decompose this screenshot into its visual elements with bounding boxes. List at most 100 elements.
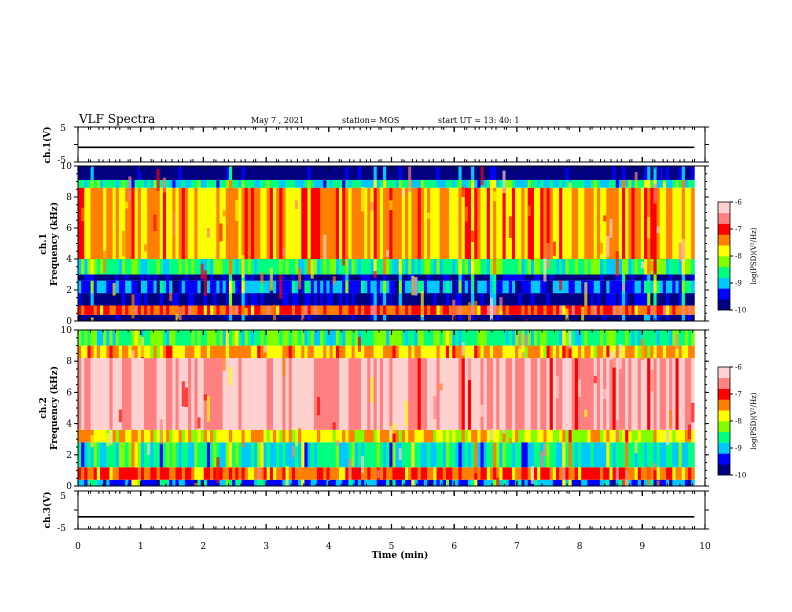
spectrogram-cell [430, 330, 434, 346]
spectrogram-cell [656, 259, 661, 275]
spectrogram-cell [150, 259, 154, 275]
spectrogram-cell [103, 442, 107, 468]
spectrogram-streak [122, 230, 126, 257]
spectrogram-cell [650, 330, 654, 346]
spectrogram-cell [442, 187, 447, 259]
spectrogram-cell [125, 479, 129, 486]
spectrogram-cell [417, 442, 422, 468]
spectrogram-cell [537, 479, 541, 486]
spectrogram-cell [587, 467, 591, 480]
spectrogram-streak [640, 261, 645, 269]
spectrogram-cell [524, 358, 529, 430]
spectrogram-cell [134, 442, 139, 468]
spectrogram-cell [515, 280, 519, 294]
spectrogram-cell [294, 314, 299, 321]
spectrogram-cell [637, 166, 642, 180]
spectrogram-cell [206, 442, 211, 468]
spectrogram-cell [222, 479, 227, 486]
spectrogram-cell [103, 314, 107, 321]
spectrogram-cell [316, 305, 321, 315]
spectrogram-cell [178, 442, 183, 468]
spectrogram-streak [666, 430, 670, 445]
spectrogram-cell [169, 479, 173, 486]
spectrogram-cell [420, 166, 425, 180]
spectrogram-cell [439, 467, 444, 480]
spectrogram-cell [628, 479, 632, 486]
spectrogram-cell [257, 280, 261, 294]
spectrogram-cell [197, 280, 202, 294]
spectrogram-cell [631, 280, 635, 294]
spectrogram-cell [191, 166, 195, 180]
spectrogram-cell [596, 442, 601, 468]
spectrogram-cell [219, 479, 224, 486]
spectrogram-cell [156, 442, 161, 468]
spectrogram-cell [383, 187, 387, 259]
colorbar-step [718, 444, 730, 447]
spectrogram-cell [269, 179, 274, 188]
spectrogram-cell [279, 429, 283, 443]
spectrogram-cell [244, 274, 249, 281]
spectrogram-cell [342, 166, 346, 180]
spectrogram-cell [250, 314, 255, 321]
spectrogram-cell [364, 429, 368, 443]
spectrogram-cell [162, 293, 167, 306]
spectrogram-cell [603, 259, 607, 275]
spectrogram-cell [467, 280, 472, 294]
spectrogram-cell [562, 314, 566, 321]
spectrogram-cell [269, 330, 274, 346]
spectrogram-cell [206, 259, 211, 275]
spectrogram-cell [637, 305, 642, 315]
spectrogram-cell [524, 187, 529, 259]
spectrogram-cell [669, 280, 673, 294]
spectrogram-cell [307, 442, 312, 468]
spectrogram-cell [546, 467, 551, 480]
spectrogram-cell [672, 330, 676, 346]
spectrogram-streak [518, 332, 522, 350]
spectrogram-cell [386, 280, 390, 294]
spectrogram-cell [370, 166, 374, 180]
spectrogram-cell [383, 429, 387, 443]
spectrogram-cell [222, 274, 227, 281]
colorbar-step [718, 453, 730, 456]
spectrogram-cell [301, 330, 305, 346]
spectrogram-cell [603, 429, 607, 443]
spectrogram-cell [533, 166, 538, 180]
spectrogram-cell [436, 345, 441, 359]
spectrogram-cell [188, 442, 192, 468]
spectrogram-cell [379, 442, 384, 468]
spectrogram-cell [552, 280, 557, 294]
spectrogram-cell [313, 442, 318, 468]
spectrogram-cell [631, 358, 635, 430]
spectrogram-cell [637, 442, 642, 468]
spectrogram-cell [222, 358, 227, 430]
spectrogram-cell [172, 330, 176, 346]
spectrogram-cell [206, 314, 211, 321]
spectrogram-cell [125, 259, 129, 275]
spectrogram-cell [206, 305, 211, 315]
spectrogram-cell [181, 442, 186, 468]
colorbar-step [718, 218, 730, 221]
spectrogram-cell [288, 187, 293, 259]
spectrogram-cell [326, 358, 330, 430]
spectrogram-cell [445, 187, 450, 259]
spectrogram-streak [584, 282, 588, 306]
spectrogram-cell [618, 330, 623, 346]
spectrogram-cell [552, 293, 557, 306]
spectrogram-cell [301, 166, 305, 180]
spectrogram-cell [499, 442, 503, 468]
spectrogram-cell [166, 274, 170, 281]
spectrogram-streak [653, 183, 657, 204]
spectrogram-cell [81, 429, 85, 443]
spectrogram-cell [600, 179, 604, 188]
spectrogram-cell [499, 259, 503, 275]
spectrogram-cell [235, 187, 239, 259]
spectrogram-cell [169, 345, 173, 359]
spectrogram-cell [612, 358, 617, 430]
spectrogram-cell [449, 187, 453, 259]
spectrogram-cell [540, 467, 544, 480]
spectrogram-cell [175, 259, 180, 275]
spectrogram-cell [486, 274, 491, 281]
spectrogram-cell [144, 179, 148, 188]
spectrogram-cell [316, 314, 321, 321]
ytick-label: 2 [66, 286, 72, 296]
